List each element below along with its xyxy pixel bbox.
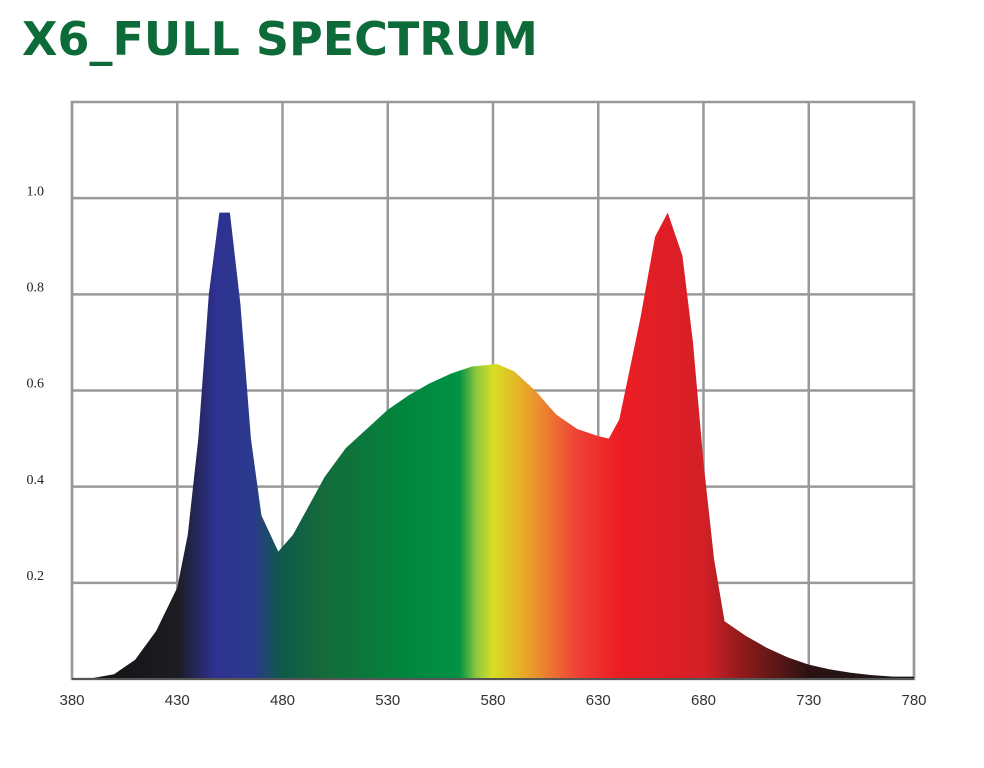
x-tick-label: 680 bbox=[691, 692, 716, 709]
y-tick-label: 0.8 bbox=[27, 281, 45, 296]
chart-title: X6_FULL SPECTRUM bbox=[22, 12, 538, 66]
x-tick-label: 630 bbox=[586, 692, 611, 709]
y-tick-label: 1.0 bbox=[27, 184, 45, 199]
y-tick-label: 0.4 bbox=[27, 473, 45, 488]
y-tick-label: 0.2 bbox=[27, 569, 45, 584]
x-tick-label: 380 bbox=[59, 692, 84, 709]
x-tick-label: 730 bbox=[796, 692, 821, 709]
y-tick-label: 0.6 bbox=[27, 377, 45, 392]
x-tick-label: 530 bbox=[375, 692, 400, 709]
spectrum-area bbox=[72, 212, 914, 679]
x-tick-label: 430 bbox=[165, 692, 190, 709]
x-tick-label: 580 bbox=[480, 692, 505, 709]
x-tick-label: 780 bbox=[901, 692, 926, 709]
x-tick-label: 480 bbox=[270, 692, 295, 709]
